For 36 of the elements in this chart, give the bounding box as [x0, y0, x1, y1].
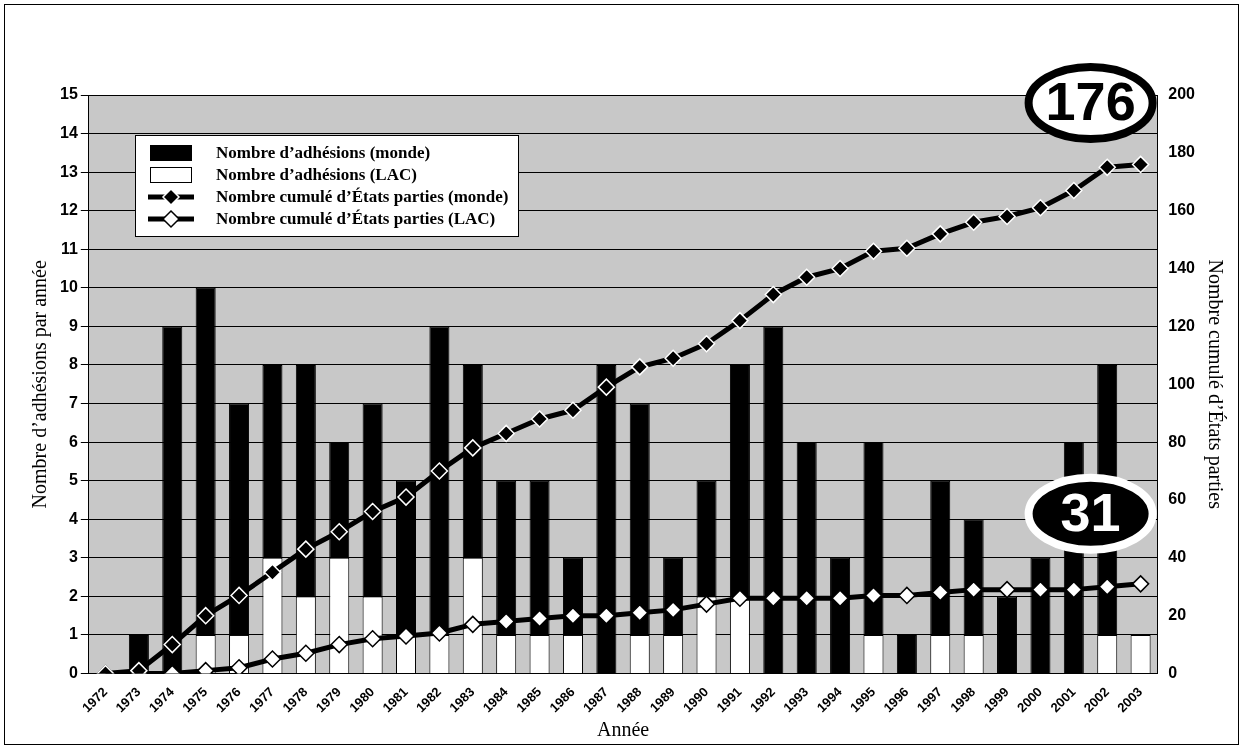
y-tick-label: 5 — [68, 471, 78, 489]
y2-tick-label: 20 — [1168, 606, 1187, 624]
x-axis-title: Année — [596, 718, 650, 741]
y-axis-title: Nombre d’adhésions par année — [28, 260, 52, 509]
y-tick-label: 6 — [68, 432, 78, 450]
legend-label: Nombre cumulé d’États parties (LAC) — [216, 209, 496, 229]
y-tick-label: 0 — [68, 663, 78, 681]
annotation: 176 — [1045, 70, 1136, 131]
y2-tick-label: 200 — [1168, 85, 1196, 103]
legend-label: Nombre d’adhésions (LAC) — [216, 165, 417, 185]
y2-tick-label: 160 — [1168, 201, 1196, 219]
y-tick-label: 10 — [60, 278, 78, 296]
y-tick-label: 7 — [68, 393, 78, 411]
y2-tick-label: 40 — [1168, 548, 1187, 566]
y-tick-label: 8 — [68, 355, 78, 373]
y2-tick-label: 60 — [1168, 490, 1187, 508]
y2-tick-label: 120 — [1168, 316, 1196, 334]
y-tick-label: 2 — [68, 586, 78, 604]
y-tick-label: 9 — [68, 316, 78, 334]
y2-tick-label: 80 — [1168, 432, 1187, 450]
y2-tick-label: 140 — [1168, 258, 1196, 276]
legend-label: Nombre d’adhésions (monde) — [216, 143, 431, 163]
y-tick-label: 3 — [68, 548, 78, 566]
legend-label: Nombre cumulé d’États parties (monde) — [216, 187, 509, 207]
y2-tick-label: 180 — [1168, 143, 1196, 161]
y-tick-label: 14 — [60, 123, 78, 141]
y2-tick-label: 100 — [1168, 374, 1196, 392]
annotation: 31 — [1060, 481, 1121, 542]
y-tick-label: 1 — [68, 625, 78, 643]
y2-tick-label: 0 — [1168, 663, 1178, 681]
y-tick-label: 4 — [68, 509, 78, 527]
y-tick-label: 15 — [60, 85, 78, 103]
y-tick-label: 13 — [60, 162, 78, 180]
y-tick-label: 12 — [60, 201, 78, 219]
y2-axis-title: Nombre cumulé d’États parties — [1203, 259, 1227, 510]
y-tick-label: 11 — [60, 239, 78, 257]
